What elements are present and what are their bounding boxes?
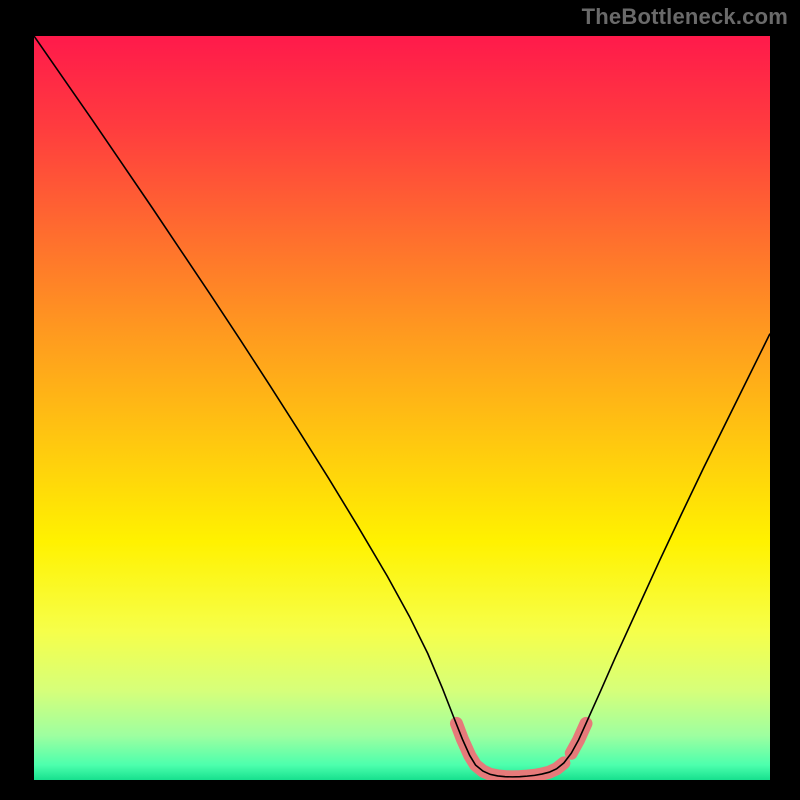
- highlight-band: [456, 723, 586, 776]
- plot-area: [34, 36, 770, 780]
- bottleneck-curve-path: [34, 36, 770, 777]
- watermark-text: TheBottleneck.com: [582, 4, 788, 30]
- bottleneck-curve-svg: [34, 36, 770, 780]
- chart-container: { "watermark": { "text": "TheBottleneck.…: [0, 0, 800, 800]
- highlight-segment: [456, 723, 563, 776]
